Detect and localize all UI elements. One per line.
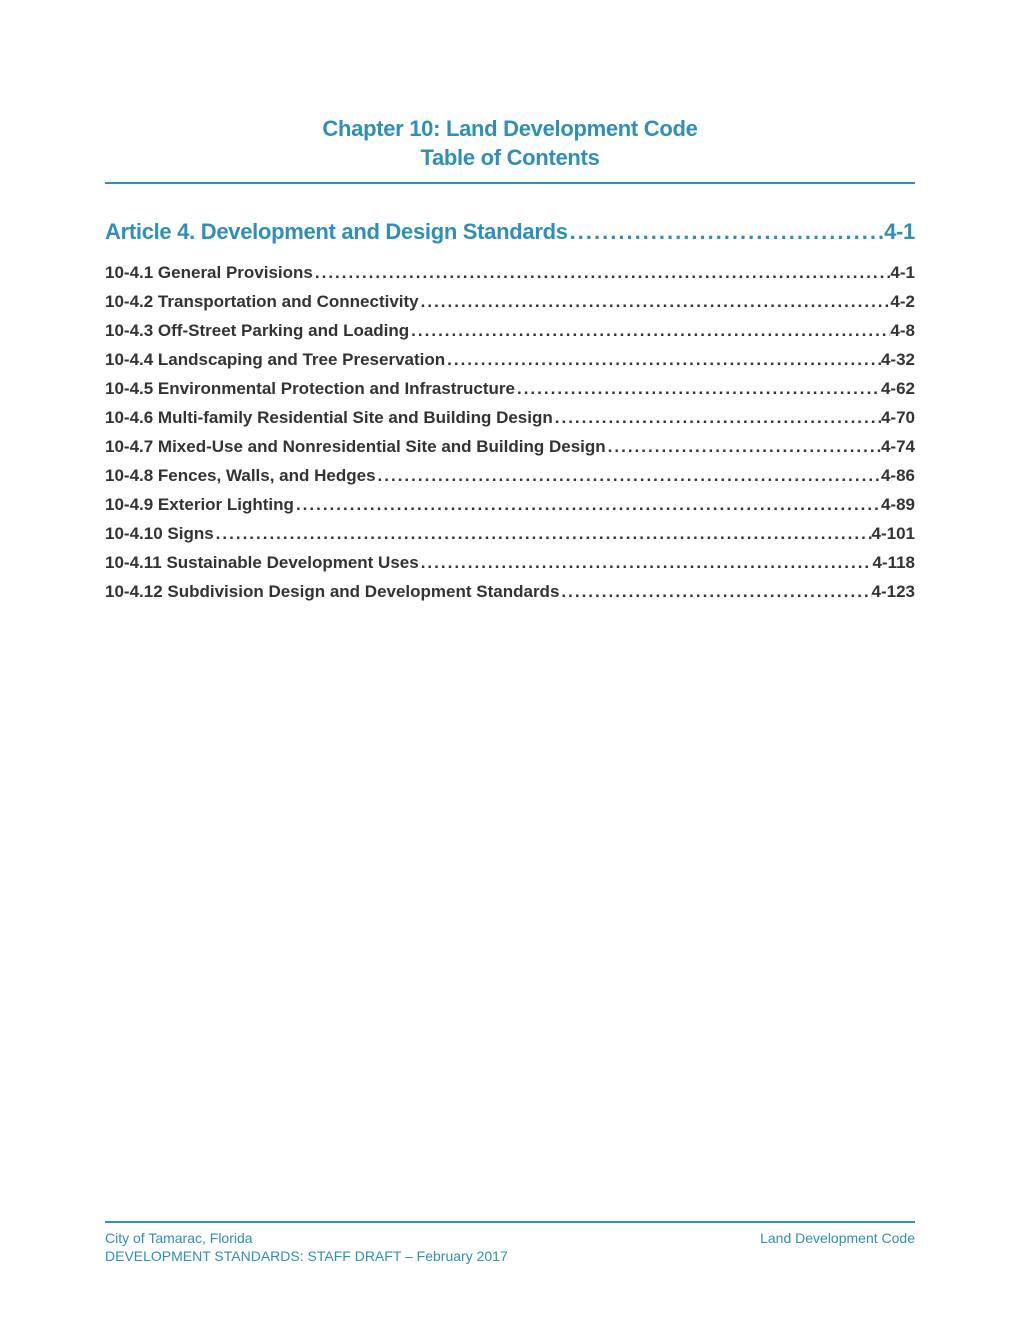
article-label: Article 4. Development and Design Standa… xyxy=(105,219,568,245)
toc-item-page: 4-2 xyxy=(890,292,915,312)
toc-item-label: 10-4.12 Subdivision Design and Developme… xyxy=(105,582,559,602)
toc-item-page: 4-1 xyxy=(890,263,915,283)
toc-item-page: 4-74 xyxy=(881,437,915,457)
toc-item-dot-leader: ........................................… xyxy=(214,524,872,544)
toc-item-page: 4-118 xyxy=(872,553,915,573)
toc-item-label: 10-4.8 Fences, Walls, and Hedges xyxy=(105,466,376,486)
toc-item: 10-4.2 Transportation and Connectivity .… xyxy=(105,292,915,312)
toc-item-page: 4-62 xyxy=(881,379,915,399)
toc-item-dot-leader: ........................................… xyxy=(606,437,881,457)
header-block: Chapter 10: Land Development Code Table … xyxy=(105,115,915,184)
toc-item-label: 10-4.11 Sustainable Development Uses xyxy=(105,553,419,573)
toc-item: 10-4.3 Off-Street Parking and Loading ..… xyxy=(105,321,915,341)
toc-item: 10-4.11 Sustainable Development Uses ...… xyxy=(105,553,915,573)
toc-item-page: 4-101 xyxy=(872,524,915,544)
toc-item-label: 10-4.5 Environmental Protection and Infr… xyxy=(105,379,515,399)
toc-item-label: 10-4.1 General Provisions xyxy=(105,263,313,283)
toc-item: 10-4.7 Mixed-Use and Nonresidential Site… xyxy=(105,437,915,457)
toc-item-label: 10-4.6 Multi-family Residential Site and… xyxy=(105,408,553,428)
toc-item-dot-leader: ........................................… xyxy=(515,379,881,399)
toc-item-dot-leader: ........................................… xyxy=(559,582,871,602)
footer-left-line1: City of Tamarac, Florida xyxy=(105,1229,508,1247)
toc-item: 10-4.8 Fences, Walls, and Hedges .......… xyxy=(105,466,915,486)
toc-item-label: 10-4.10 Signs xyxy=(105,524,214,544)
toc-item-dot-leader: ........................................… xyxy=(313,263,891,283)
footer-left: City of Tamarac, Florida DEVELOPMENT STA… xyxy=(105,1229,508,1265)
toc-item-dot-leader: ........................................… xyxy=(419,292,891,312)
toc-item: 10-4.9 Exterior Lighting ...............… xyxy=(105,495,915,515)
toc-item: 10-4.1 General Provisions ..............… xyxy=(105,263,915,283)
toc-item-page: 4-8 xyxy=(890,321,915,341)
footer-right: Land Development Code xyxy=(760,1229,915,1265)
toc-item-dot-leader: ........................................… xyxy=(409,321,890,341)
toc-item-label: 10-4.7 Mixed-Use and Nonresidential Site… xyxy=(105,437,606,457)
article-heading-row: Article 4. Development and Design Standa… xyxy=(105,219,915,245)
toc-item: 10-4.6 Multi-family Residential Site and… xyxy=(105,408,915,428)
toc-item-label: 10-4.4 Landscaping and Tree Preservation xyxy=(105,350,445,370)
page-content: Chapter 10: Land Development Code Table … xyxy=(0,0,1020,602)
toc-item: 10-4.5 Environmental Protection and Infr… xyxy=(105,379,915,399)
toc-item-page: 4-86 xyxy=(881,466,915,486)
toc-item-page: 4-89 xyxy=(881,495,915,515)
toc-item-page: 4-32 xyxy=(881,350,915,370)
toc-item-page: 4-70 xyxy=(881,408,915,428)
header-title-line2: Table of Contents xyxy=(105,144,915,173)
toc-item-page: 4-123 xyxy=(872,582,915,602)
toc-list: 10-4.1 General Provisions ..............… xyxy=(105,263,915,602)
toc-item: 10-4.12 Subdivision Design and Developme… xyxy=(105,582,915,602)
toc-item-label: 10-4.2 Transportation and Connectivity xyxy=(105,292,419,312)
footer-right-line1: Land Development Code xyxy=(760,1229,915,1247)
footer-left-line2: DEVELOPMENT STANDARDS: STAFF DRAFT – Feb… xyxy=(105,1247,508,1265)
toc-item-dot-leader: ........................................… xyxy=(445,350,881,370)
header-title-line1: Chapter 10: Land Development Code xyxy=(105,115,915,144)
toc-item-dot-leader: ........................................… xyxy=(419,553,873,573)
toc-item-dot-leader: ........................................… xyxy=(376,466,881,486)
toc-item: 10-4.4 Landscaping and Tree Preservation… xyxy=(105,350,915,370)
article-dot-leader: ........................................… xyxy=(568,219,884,245)
article-page: 4-1 xyxy=(884,219,915,245)
toc-item-dot-leader: ........................................… xyxy=(553,408,881,428)
toc-item-dot-leader: ........................................… xyxy=(294,495,881,515)
toc-item: 10-4.10 Signs ..........................… xyxy=(105,524,915,544)
footer: City of Tamarac, Florida DEVELOPMENT STA… xyxy=(105,1221,915,1265)
toc-item-label: 10-4.9 Exterior Lighting xyxy=(105,495,294,515)
toc-item-label: 10-4.3 Off-Street Parking and Loading xyxy=(105,321,409,341)
